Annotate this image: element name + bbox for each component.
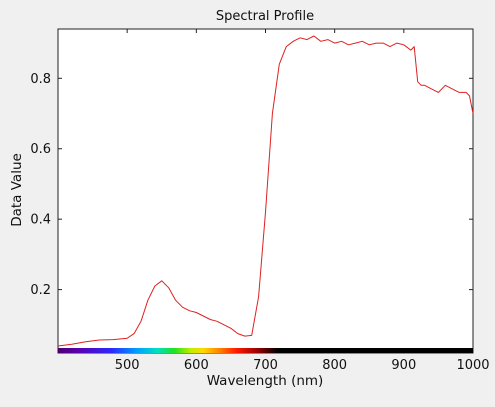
x-axis: 500 600 700 800 900 1000 — [115, 29, 490, 373]
series-layer — [57, 35, 474, 347]
x-tick-label: 600 — [184, 358, 209, 373]
x-tick-label: 500 — [115, 358, 140, 373]
chart-title: Spectral Profile — [216, 9, 314, 24]
y-tick-label: 0.2 — [30, 283, 51, 298]
y-axis-label: Data Value — [9, 153, 25, 227]
plot-area — [57, 28, 474, 354]
series-line — [57, 35, 474, 347]
x-axis-label: Wavelength (nm) — [207, 373, 324, 389]
y-tick-label: 0.4 — [30, 213, 51, 228]
y-tick-label: 0.8 — [30, 72, 51, 87]
x-tick-label: 900 — [391, 358, 416, 373]
x-tick-label: 1000 — [456, 358, 489, 373]
x-tick-label: 700 — [253, 358, 278, 373]
wavelength-color-bar — [58, 348, 473, 353]
y-tick-label: 0.6 — [30, 142, 51, 157]
y-axis: 0.2 0.4 0.6 0.8 — [30, 72, 473, 298]
x-tick-label: 800 — [322, 358, 347, 373]
